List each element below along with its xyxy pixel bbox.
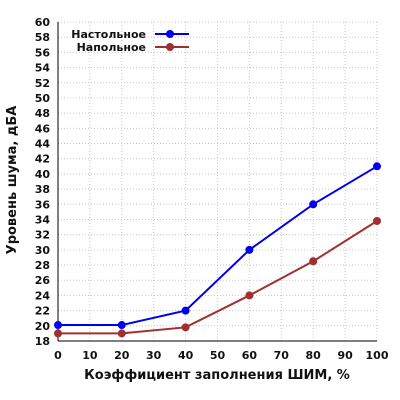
y-tick-label: 30	[35, 244, 51, 257]
y-tick-label: 52	[35, 77, 50, 90]
y-tick-label: 26	[35, 274, 51, 287]
data-point	[54, 329, 62, 338]
x-tick-label: 80	[306, 349, 322, 362]
y-tick-label: 20	[35, 320, 51, 333]
data-point	[373, 216, 381, 225]
x-tick-label: 90	[337, 349, 353, 362]
y-tick-label: 48	[35, 107, 50, 120]
data-point	[309, 257, 318, 266]
y-tick-label: 38	[35, 183, 50, 196]
x-tick-labels: 0 10 20 30 40 50 60 70 80 90 100	[54, 349, 389, 362]
x-tick-label: 50	[210, 349, 226, 362]
y-tick-label: 24	[35, 289, 51, 302]
y-tick-label: 60	[35, 16, 51, 29]
y-tick-label: 22	[35, 305, 50, 318]
x-tick-label: 20	[114, 349, 130, 362]
data-point	[373, 162, 381, 171]
data-point	[181, 306, 190, 315]
series-line	[58, 220, 378, 335]
data-point	[245, 245, 254, 254]
data-point	[181, 323, 190, 332]
y-tick-label: 42	[35, 153, 50, 166]
x-tick-label: 100	[366, 349, 389, 362]
data-point	[309, 200, 318, 209]
x-tick-label: 0	[54, 349, 62, 362]
legend-marker	[166, 43, 174, 51]
y-tick-labels: 18 20 22 24 26 28 30 32 34 36 38 40 42 44 46 48 50 52 54 56…	[35, 16, 51, 348]
y-tick-label: 44	[35, 138, 51, 151]
axes	[57, 22, 377, 342]
y-tick-label: 58	[35, 31, 50, 44]
y-tick-label: 56	[35, 46, 51, 59]
x-tick-label: 60	[242, 349, 258, 362]
x-tick-label: 40	[178, 349, 194, 362]
legend-label: Напольное	[77, 41, 146, 54]
y-tick-label: 32	[35, 229, 50, 242]
y-tick-label: 54	[35, 62, 51, 75]
y-tick-label: 28	[35, 259, 50, 272]
x-tick-label: 10	[82, 349, 98, 362]
x-axis-title: Коэффициент заполнения ШИМ, %	[84, 368, 350, 383]
y-tick-label: 46	[35, 122, 51, 135]
y-tick-label: 50	[35, 92, 51, 105]
y-tick-label: 40	[35, 168, 51, 181]
data-point	[117, 321, 126, 330]
legend-marker	[166, 30, 174, 38]
legend-label: Настольное	[71, 28, 146, 41]
data-point	[245, 291, 254, 300]
y-axis-title: Уровень шума, дБА	[5, 106, 20, 255]
y-tick-label: 18	[35, 335, 50, 348]
series-line	[58, 165, 378, 327]
data-point	[117, 329, 126, 338]
grid	[57, 21, 378, 342]
series-group	[54, 162, 381, 338]
y-tick-label: 36	[35, 198, 51, 211]
data-point	[54, 321, 62, 330]
x-tick-label: 70	[274, 349, 290, 362]
y-tick-label: 34	[35, 213, 51, 226]
x-tick-label: 30	[146, 349, 162, 362]
